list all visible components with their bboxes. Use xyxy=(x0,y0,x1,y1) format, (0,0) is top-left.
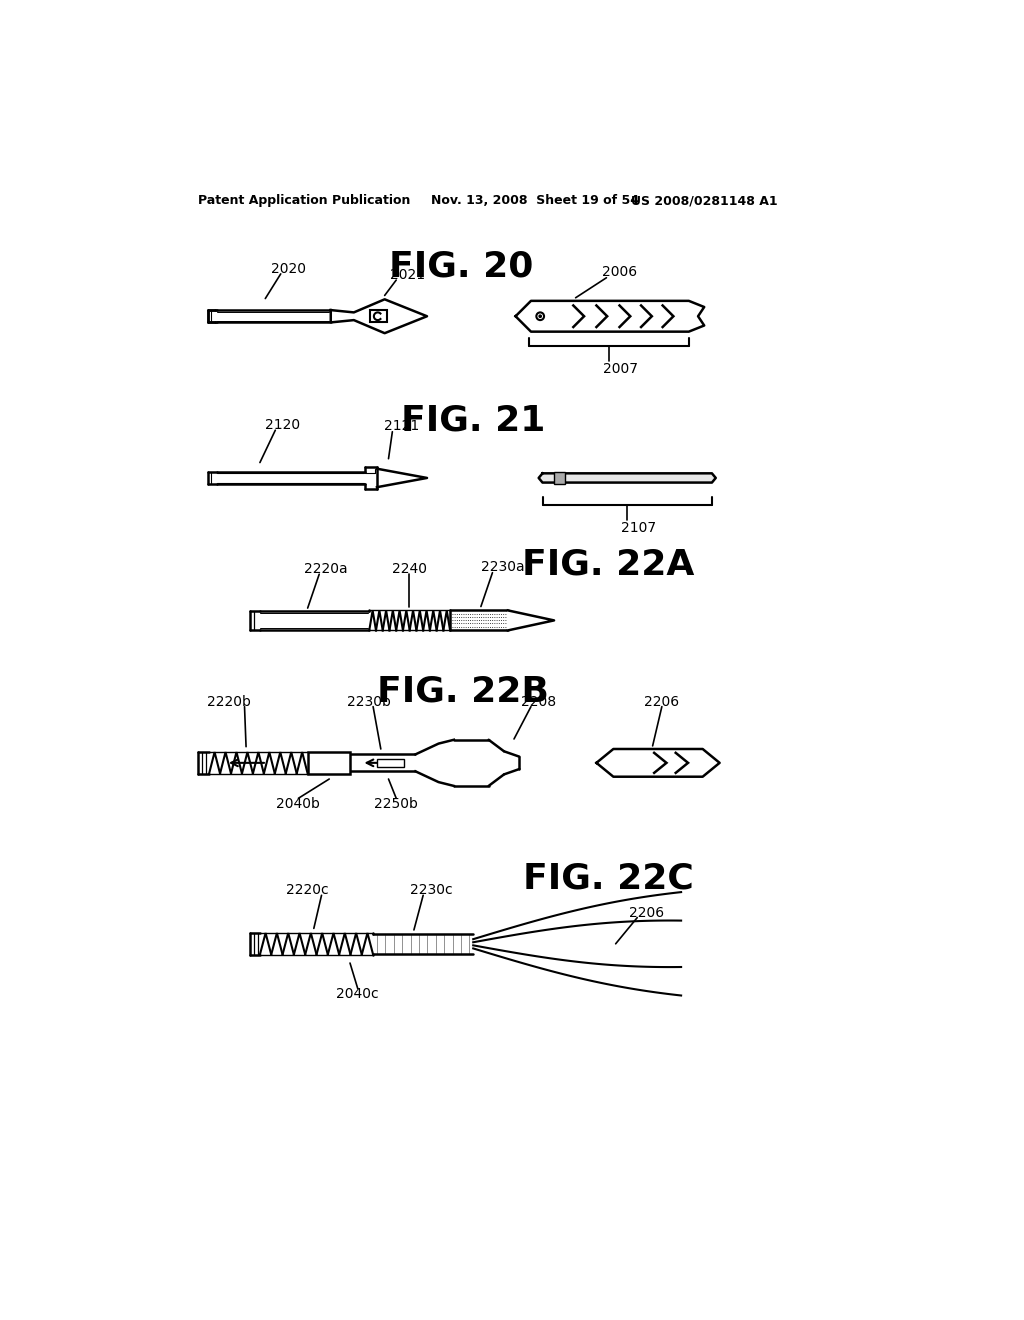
Text: 2250b: 2250b xyxy=(375,797,418,810)
Text: FIG. 22C: FIG. 22C xyxy=(522,862,693,895)
Text: 2107: 2107 xyxy=(622,521,656,535)
Text: 2206: 2206 xyxy=(644,696,679,709)
Text: 2220a: 2220a xyxy=(303,562,347,576)
Text: 2230b: 2230b xyxy=(347,696,391,709)
Text: 2121: 2121 xyxy=(384,420,419,433)
Text: Patent Application Publication: Patent Application Publication xyxy=(199,194,411,207)
Circle shape xyxy=(537,313,544,321)
Polygon shape xyxy=(331,300,427,333)
Text: FIG. 22A: FIG. 22A xyxy=(522,548,694,581)
Circle shape xyxy=(539,315,542,317)
Text: FIG. 21: FIG. 21 xyxy=(401,403,546,437)
Text: 2220c: 2220c xyxy=(287,883,329,896)
Text: Nov. 13, 2008  Sheet 19 of 54: Nov. 13, 2008 Sheet 19 of 54 xyxy=(431,194,639,207)
Text: 2006: 2006 xyxy=(602,265,637,280)
Text: FIG. 20: FIG. 20 xyxy=(389,249,534,284)
Text: 2021: 2021 xyxy=(390,268,425,282)
Text: 2240: 2240 xyxy=(392,562,427,576)
Polygon shape xyxy=(596,748,720,776)
Text: 2040c: 2040c xyxy=(337,987,379,1001)
Text: 2007: 2007 xyxy=(603,362,638,376)
Text: 2220b: 2220b xyxy=(207,696,251,709)
Text: US 2008/0281148 A1: US 2008/0281148 A1 xyxy=(631,194,777,207)
Text: 2230a: 2230a xyxy=(480,560,524,574)
Text: 2206: 2206 xyxy=(629,906,664,920)
Text: 2120: 2120 xyxy=(265,418,301,432)
Text: 2040b: 2040b xyxy=(276,797,321,810)
Polygon shape xyxy=(377,469,427,487)
Text: 2230c: 2230c xyxy=(410,883,453,896)
Polygon shape xyxy=(539,474,716,483)
Bar xyxy=(554,471,565,484)
Bar xyxy=(370,310,387,322)
Polygon shape xyxy=(515,301,705,331)
Bar xyxy=(307,752,350,774)
Text: FIG. 22B: FIG. 22B xyxy=(377,675,549,709)
Text: 2020: 2020 xyxy=(271,261,306,276)
Bar xyxy=(377,759,403,767)
Text: 2208: 2208 xyxy=(521,696,556,709)
Polygon shape xyxy=(508,610,554,631)
